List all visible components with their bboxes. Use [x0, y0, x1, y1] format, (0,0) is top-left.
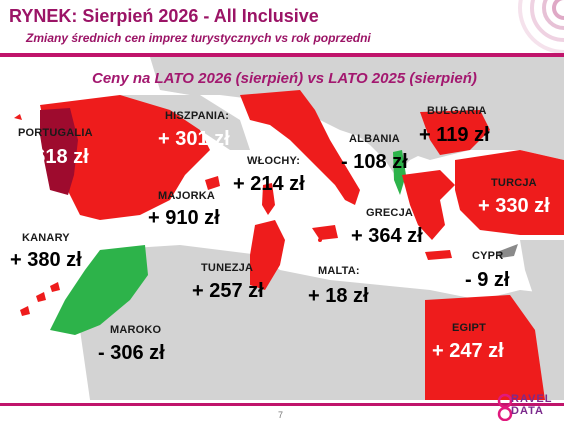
value-hiszpania: + 301 zł	[158, 128, 230, 150]
value-tunezja: + 257 zł	[192, 280, 264, 302]
label-hiszpania: HISZPANIA:	[165, 110, 230, 122]
label-maroko: MAROKO	[110, 324, 162, 336]
label-tunezja: TUNEZJA	[201, 262, 254, 274]
label-kanary: KANARY	[22, 232, 70, 244]
label-albania: ALBANIA	[349, 133, 400, 145]
travel-data-logo: RAVEL DATA	[497, 392, 561, 422]
label-malta: MALTA:	[318, 265, 360, 277]
value-grecja: + 364 zł	[351, 225, 423, 247]
label-egipt: EGIPT	[452, 322, 487, 334]
header: RYNEK: Sierpień 2026 - All Inclusive Zmi…	[0, 0, 564, 54]
label-majorka: MAJORKA	[158, 190, 216, 202]
value-egipt: + 247 zł	[432, 340, 504, 362]
value-kanary: + 380 zł	[10, 249, 82, 271]
bottom-divider	[0, 403, 564, 406]
logo-line1: RAVEL	[511, 393, 553, 405]
label-turcja: TURCJA	[491, 177, 537, 189]
label-grecja: GRECJA	[366, 207, 414, 219]
top-divider	[0, 53, 564, 57]
page-number: 7	[278, 410, 284, 420]
value-malta: + 18 zł	[308, 285, 369, 307]
label-cypr: CYPR	[472, 250, 504, 262]
page-title: RYNEK: Sierpień 2026 - All Inclusive	[9, 6, 319, 26]
value-cypr: - 9 zł	[465, 269, 510, 291]
map-heading: Ceny na LATO 2026 (sierpień) vs LATO 202…	[92, 70, 477, 87]
value-maroko: - 306 zł	[98, 342, 165, 364]
label-portugalia: PORTUGALIA	[18, 127, 93, 139]
logo-line2: DATA	[511, 405, 544, 417]
map-canvas	[0, 57, 564, 400]
value-turcja: + 330 zł	[478, 195, 550, 217]
label-bulgaria: BUŁGARIA	[427, 105, 487, 117]
page-subtitle: Zmiany średnich cen imprez turystycznych…	[26, 31, 371, 45]
decorative-arcs-icon	[518, 0, 564, 54]
value-majorka: + 910 zł	[148, 207, 220, 229]
mediterranean-map	[0, 57, 564, 400]
value-wlochy: + 214 zł	[233, 173, 305, 195]
value-portugalia: + 618 zł	[17, 146, 89, 168]
value-albania: - 108 zł	[341, 151, 408, 173]
logo-mark-icon	[497, 393, 513, 421]
value-bulgaria: + 119 zł	[419, 124, 490, 146]
label-wlochy: WŁOCHY:	[247, 155, 301, 167]
